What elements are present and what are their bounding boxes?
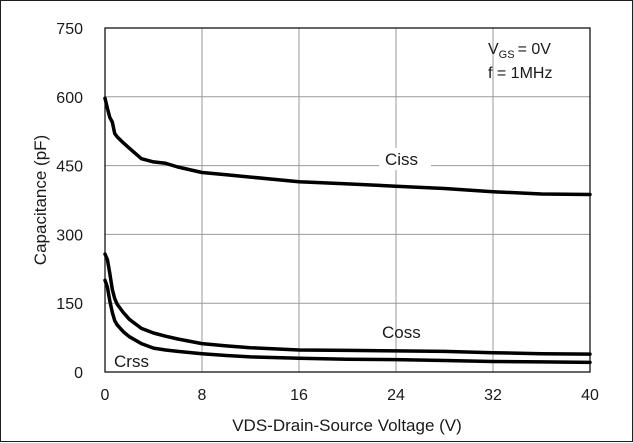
y-axis-title: Capacitance (pF)	[31, 135, 50, 265]
ciss-label-bg	[379, 148, 431, 170]
y-tick-label: 750	[56, 21, 83, 38]
x-tick-label: 16	[290, 387, 308, 404]
x-tick-label: 32	[484, 387, 502, 404]
x-tick-label: 24	[387, 387, 405, 404]
vgs-prefix: V	[488, 41, 499, 58]
y-tick-label: 600	[56, 90, 83, 107]
coss-label: Coss	[382, 323, 421, 342]
x-axis-title: VDS-Drain-Source Voltage (V)	[232, 416, 462, 435]
y-tick-label: 300	[56, 227, 83, 244]
vgs-condition: VGS = 0V	[488, 41, 551, 61]
series-layer	[103, 96, 592, 365]
tick-labels: 0 8 16 24 32 40 0 150 300 450 600 750	[56, 21, 599, 404]
x-tick-label: 40	[581, 387, 599, 404]
ciss-curve	[103, 96, 592, 197]
crss-curve	[103, 278, 592, 365]
frequency-condition: f = 1MHz	[488, 65, 552, 82]
plot-border	[104, 27, 591, 373]
x-tick-label: 8	[198, 387, 207, 404]
ciss-label: Ciss	[385, 150, 418, 169]
grid	[105, 28, 590, 372]
vgs-value: = 0V	[518, 41, 552, 58]
vgs-subscript: GS	[499, 49, 515, 61]
y-tick-label: 450	[56, 159, 83, 176]
y-tick-label: 0	[74, 365, 83, 382]
x-tick-label: 0	[101, 387, 110, 404]
y-tick-label: 150	[56, 296, 83, 313]
test-conditions: VGS = 0V f = 1MHz	[488, 41, 552, 82]
crss-label: Crss	[114, 352, 149, 371]
coss-curve	[103, 252, 592, 356]
